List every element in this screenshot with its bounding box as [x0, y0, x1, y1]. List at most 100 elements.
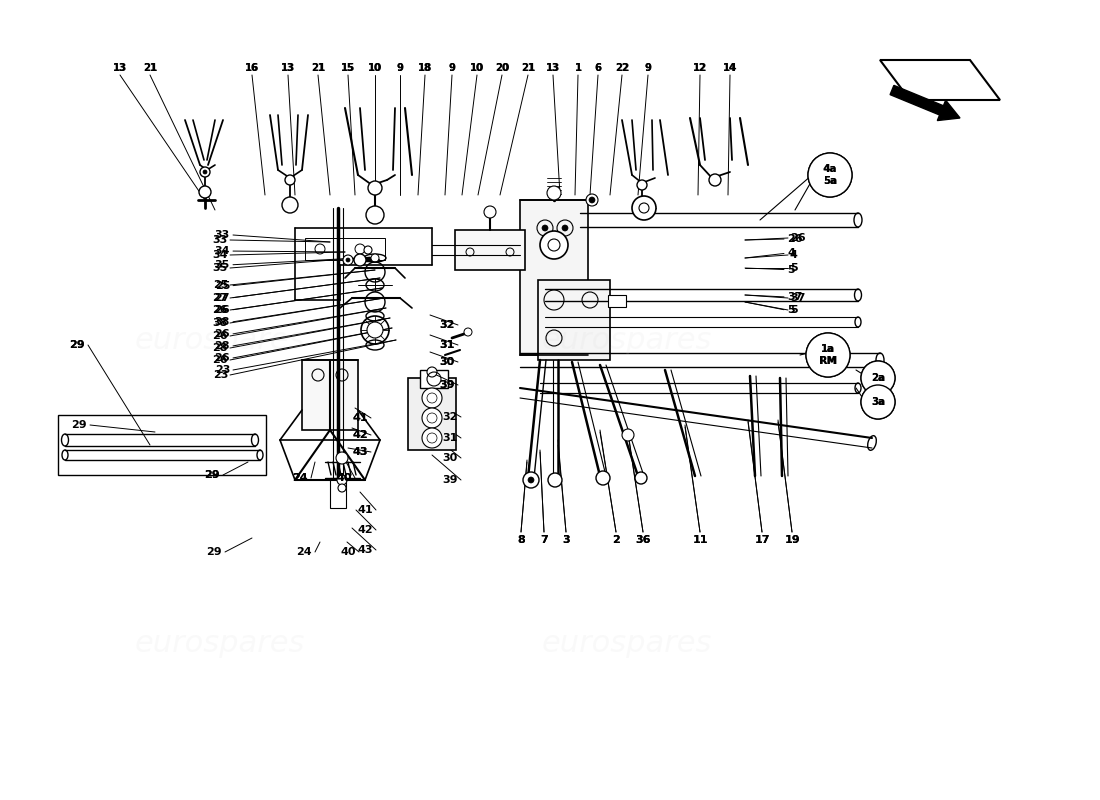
Text: 4: 4 — [790, 250, 798, 260]
Text: 26: 26 — [786, 234, 803, 244]
Text: 15: 15 — [341, 63, 354, 73]
Text: 32: 32 — [440, 320, 455, 330]
Circle shape — [861, 361, 895, 395]
Text: 21: 21 — [521, 63, 535, 73]
Text: 26: 26 — [214, 305, 230, 314]
Circle shape — [806, 333, 850, 377]
Circle shape — [540, 231, 568, 259]
Text: 39: 39 — [440, 380, 455, 390]
Circle shape — [464, 328, 472, 336]
Circle shape — [427, 367, 437, 377]
Circle shape — [285, 175, 295, 185]
Circle shape — [422, 388, 442, 408]
Text: 4a
5a: 4a 5a — [823, 164, 837, 186]
Text: 26: 26 — [214, 329, 230, 339]
Circle shape — [548, 473, 562, 487]
Circle shape — [806, 333, 850, 377]
Text: 14: 14 — [723, 63, 737, 73]
Text: 11: 11 — [692, 535, 707, 545]
Ellipse shape — [868, 436, 877, 450]
Text: 30: 30 — [440, 357, 455, 367]
Text: 8: 8 — [517, 535, 525, 545]
Text: 31: 31 — [440, 340, 455, 350]
Circle shape — [366, 206, 384, 224]
Text: 14: 14 — [724, 63, 737, 73]
Circle shape — [367, 322, 383, 338]
Text: 10: 10 — [470, 63, 484, 73]
Text: 41: 41 — [352, 413, 368, 423]
Text: 26: 26 — [790, 233, 805, 243]
Circle shape — [562, 225, 568, 231]
Ellipse shape — [257, 450, 263, 460]
Text: 24: 24 — [296, 547, 312, 557]
Text: 43: 43 — [358, 545, 373, 555]
Text: 40: 40 — [337, 473, 352, 483]
Text: 25: 25 — [214, 281, 230, 290]
Text: 25: 25 — [212, 280, 228, 290]
Text: 41: 41 — [352, 413, 368, 423]
Text: 21: 21 — [520, 63, 536, 73]
Text: 19: 19 — [784, 535, 800, 545]
Text: eurospares: eurospares — [542, 326, 712, 354]
Text: 21: 21 — [143, 63, 156, 73]
Text: 2: 2 — [612, 535, 620, 545]
Ellipse shape — [252, 434, 258, 446]
Text: 33: 33 — [212, 235, 228, 245]
Text: 26: 26 — [212, 331, 228, 341]
Text: 5: 5 — [790, 263, 798, 273]
Text: 13: 13 — [547, 63, 560, 73]
Text: 43: 43 — [352, 447, 368, 457]
Bar — [408, 378, 456, 450]
Text: 31: 31 — [440, 340, 455, 350]
Ellipse shape — [366, 340, 384, 350]
Text: 21: 21 — [310, 63, 326, 73]
Text: 8: 8 — [517, 535, 525, 545]
Text: 31: 31 — [442, 433, 458, 443]
Circle shape — [343, 255, 353, 265]
Text: 36: 36 — [636, 535, 651, 545]
Text: 4: 4 — [786, 249, 795, 258]
Text: 42: 42 — [352, 430, 368, 440]
Ellipse shape — [854, 213, 862, 227]
Text: 9: 9 — [645, 63, 651, 73]
Text: 9: 9 — [449, 63, 455, 73]
Ellipse shape — [855, 289, 861, 301]
Text: 3: 3 — [562, 535, 570, 545]
Text: 16: 16 — [245, 63, 258, 73]
Circle shape — [632, 196, 656, 220]
Text: 10: 10 — [368, 63, 382, 73]
Bar — [455, 230, 525, 270]
Text: 12: 12 — [693, 63, 707, 73]
Text: 10: 10 — [367, 63, 383, 73]
Circle shape — [338, 484, 346, 492]
Ellipse shape — [876, 353, 884, 367]
Bar — [420, 370, 448, 388]
Text: 39: 39 — [442, 475, 458, 485]
Text: 13: 13 — [113, 63, 127, 73]
Bar — [538, 280, 610, 360]
Circle shape — [204, 170, 207, 174]
Text: 33: 33 — [214, 230, 230, 240]
Text: 41: 41 — [358, 505, 373, 515]
Text: 15: 15 — [341, 63, 355, 73]
Circle shape — [336, 452, 348, 464]
Text: 37: 37 — [790, 293, 805, 303]
Circle shape — [635, 472, 647, 484]
Circle shape — [639, 203, 649, 213]
Text: 2: 2 — [612, 535, 620, 545]
Text: 38: 38 — [214, 317, 230, 326]
Text: 27: 27 — [212, 293, 228, 303]
Text: 12: 12 — [693, 63, 706, 73]
Circle shape — [422, 428, 442, 448]
Circle shape — [547, 186, 561, 200]
Text: 19: 19 — [784, 535, 800, 545]
Text: 13: 13 — [282, 63, 295, 73]
Circle shape — [200, 167, 210, 177]
Text: 5: 5 — [786, 305, 794, 314]
Ellipse shape — [366, 311, 384, 321]
Circle shape — [808, 153, 852, 197]
Circle shape — [586, 194, 598, 206]
Text: 29: 29 — [72, 420, 87, 430]
Ellipse shape — [62, 434, 68, 446]
Text: 20: 20 — [495, 63, 508, 73]
